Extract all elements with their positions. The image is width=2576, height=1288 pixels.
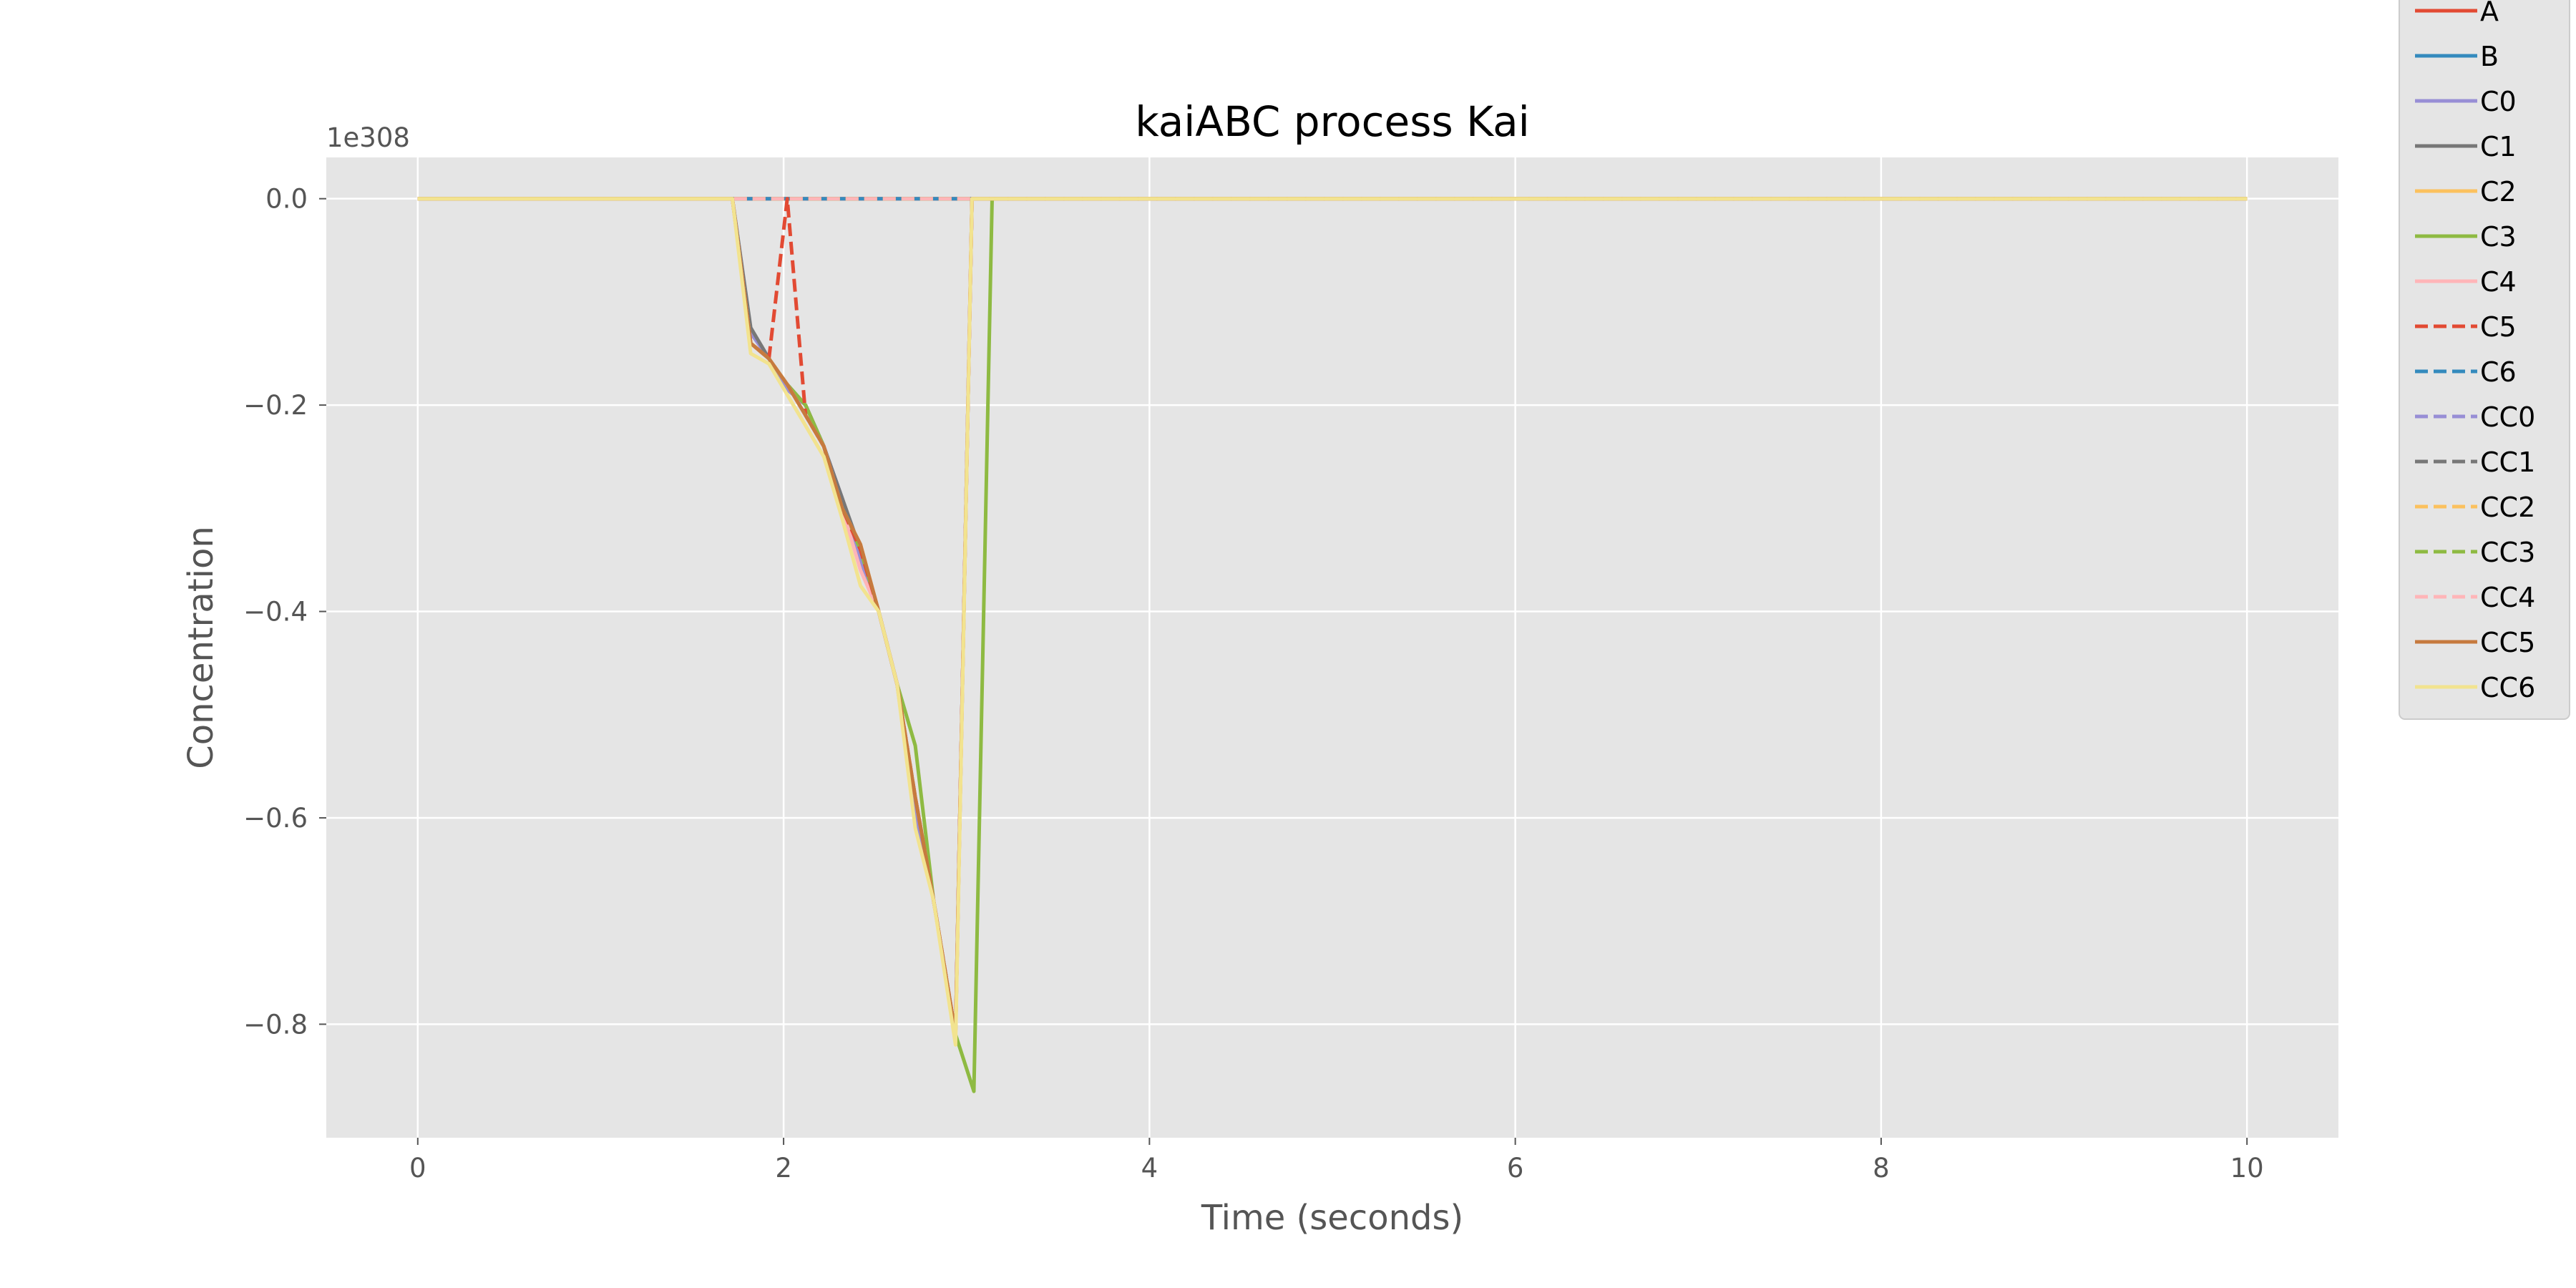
- legend-label-b: B: [2480, 41, 2499, 72]
- x-tick-label: 8: [1873, 1153, 1890, 1184]
- legend-label-cc0: CC0: [2480, 401, 2535, 433]
- x-tick-label: 2: [775, 1153, 792, 1184]
- x-tick-label: 10: [2230, 1153, 2264, 1184]
- legend-label-c4: C4: [2480, 266, 2517, 298]
- legend-label-a: A: [2480, 0, 2499, 27]
- x-axis-label: Time (seconds): [1201, 1198, 1463, 1238]
- legend-label-c5: C5: [2480, 311, 2517, 343]
- legend-label-cc6: CC6: [2480, 672, 2535, 703]
- legend-label-c2: C2: [2480, 176, 2517, 208]
- y-tick-label: −0.2: [243, 390, 308, 421]
- legend-label-c0: C0: [2480, 86, 2517, 117]
- legend-label-cc3: CC3: [2480, 537, 2535, 568]
- series-lines: [417, 197, 2248, 1093]
- x-tick-label: 4: [1141, 1153, 1158, 1184]
- axis-ticks: 0 2 4 6 8 10 0.0 −0.2 −0.4 −0.6 −0.8: [243, 184, 2264, 1184]
- legend-label-cc4: CC4: [2480, 582, 2535, 613]
- series-line-cc6: [417, 197, 2248, 1047]
- legend-label-cc2: CC2: [2480, 492, 2535, 523]
- y-offset-label: 1e308: [326, 122, 410, 153]
- legend-label-c6: C6: [2480, 356, 2517, 388]
- y-tick-label: 0.0: [265, 184, 308, 215]
- legend-label-cc1: CC1: [2480, 447, 2535, 478]
- legend-label-c3: C3: [2480, 221, 2517, 253]
- legend-box: [2399, 0, 2570, 720]
- x-tick-label: 6: [1507, 1153, 1524, 1184]
- y-tick-label: −0.6: [243, 803, 308, 834]
- y-tick-label: −0.8: [243, 1009, 308, 1040]
- y-tick-label: −0.4: [243, 597, 308, 628]
- legend: AB C0 C1 C2 C3 C4 C5 C6 CC0 CC1 CC2 CC3 CC4 CC5 CC6: [2399, 0, 2570, 720]
- legend-label-cc5: CC5: [2480, 627, 2535, 658]
- plot-background: [326, 157, 2338, 1138]
- x-tick-label: 0: [409, 1153, 426, 1184]
- y-axis-label: Concentration: [181, 526, 221, 769]
- chart-title: kaiABC process Kai: [1135, 97, 1530, 146]
- legend-label-c1: C1: [2480, 131, 2517, 162]
